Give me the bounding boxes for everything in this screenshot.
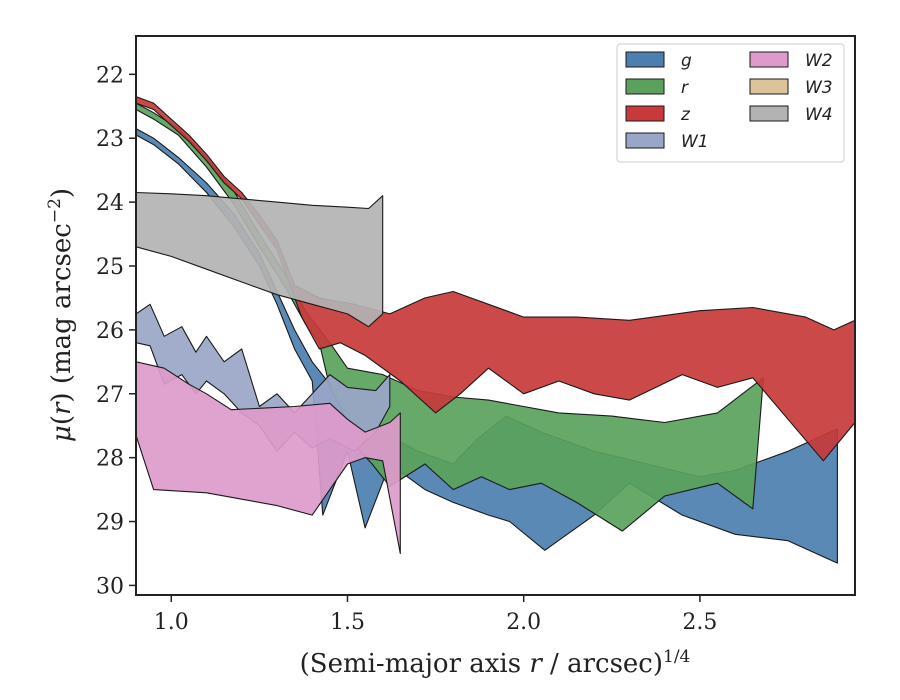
y-tick-label: 26 <box>96 319 124 344</box>
legend-label-z: z <box>680 105 691 125</box>
plot-frame <box>135 35 856 596</box>
series-areas <box>136 96 855 564</box>
x-tick-label: 2.5 <box>682 610 717 635</box>
y-tick-label: 25 <box>96 255 124 280</box>
x-tick-label: 1.0 <box>154 610 189 635</box>
x-tick-label: 2.0 <box>506 610 541 635</box>
legend-label-W2: W2 <box>805 51 833 71</box>
legend-swatch-W1 <box>625 132 665 149</box>
y-tick-label: 22 <box>96 63 124 88</box>
series-area-W2 <box>136 361 401 555</box>
legend-swatch-W3 <box>749 78 789 95</box>
legend-swatch-W2 <box>749 51 789 68</box>
x-tick-label: 1.5 <box>330 610 365 635</box>
legend-swatch-W4 <box>749 105 789 122</box>
legend-swatch-r <box>625 78 665 95</box>
legend-label-W1: W1 <box>681 132 709 152</box>
y-tick-label: 28 <box>96 447 124 472</box>
legend-label-r: r <box>681 78 689 98</box>
y-axis-label: μ(r) (mag arcsec−2) <box>45 188 77 442</box>
legend-swatch-z <box>625 105 665 122</box>
legend-box <box>616 43 845 163</box>
x-axis-label: (Semi-major axis r / arcsec)1/4 <box>300 647 691 679</box>
x-axis-ticks: 1.0 1.5 2.0 2.5 <box>154 595 717 635</box>
y-axis-ticks: 22 23 24 25 26 27 28 29 30 <box>96 63 136 599</box>
series-area-W4 <box>136 191 384 328</box>
legend-swatch-g <box>625 51 665 68</box>
y-tick-label: 24 <box>96 191 124 216</box>
legend-label-W4: W4 <box>805 105 833 125</box>
y-tick-label: 23 <box>96 127 124 152</box>
legend: grz W1 W2 W3 W4 <box>616 43 845 163</box>
y-tick-label: 27 <box>96 383 124 408</box>
y-tick-label: 29 <box>96 511 124 536</box>
legend-label-W3: W3 <box>805 78 833 98</box>
y-tick-label: 30 <box>96 574 124 599</box>
legend-label-g: g <box>681 51 692 71</box>
